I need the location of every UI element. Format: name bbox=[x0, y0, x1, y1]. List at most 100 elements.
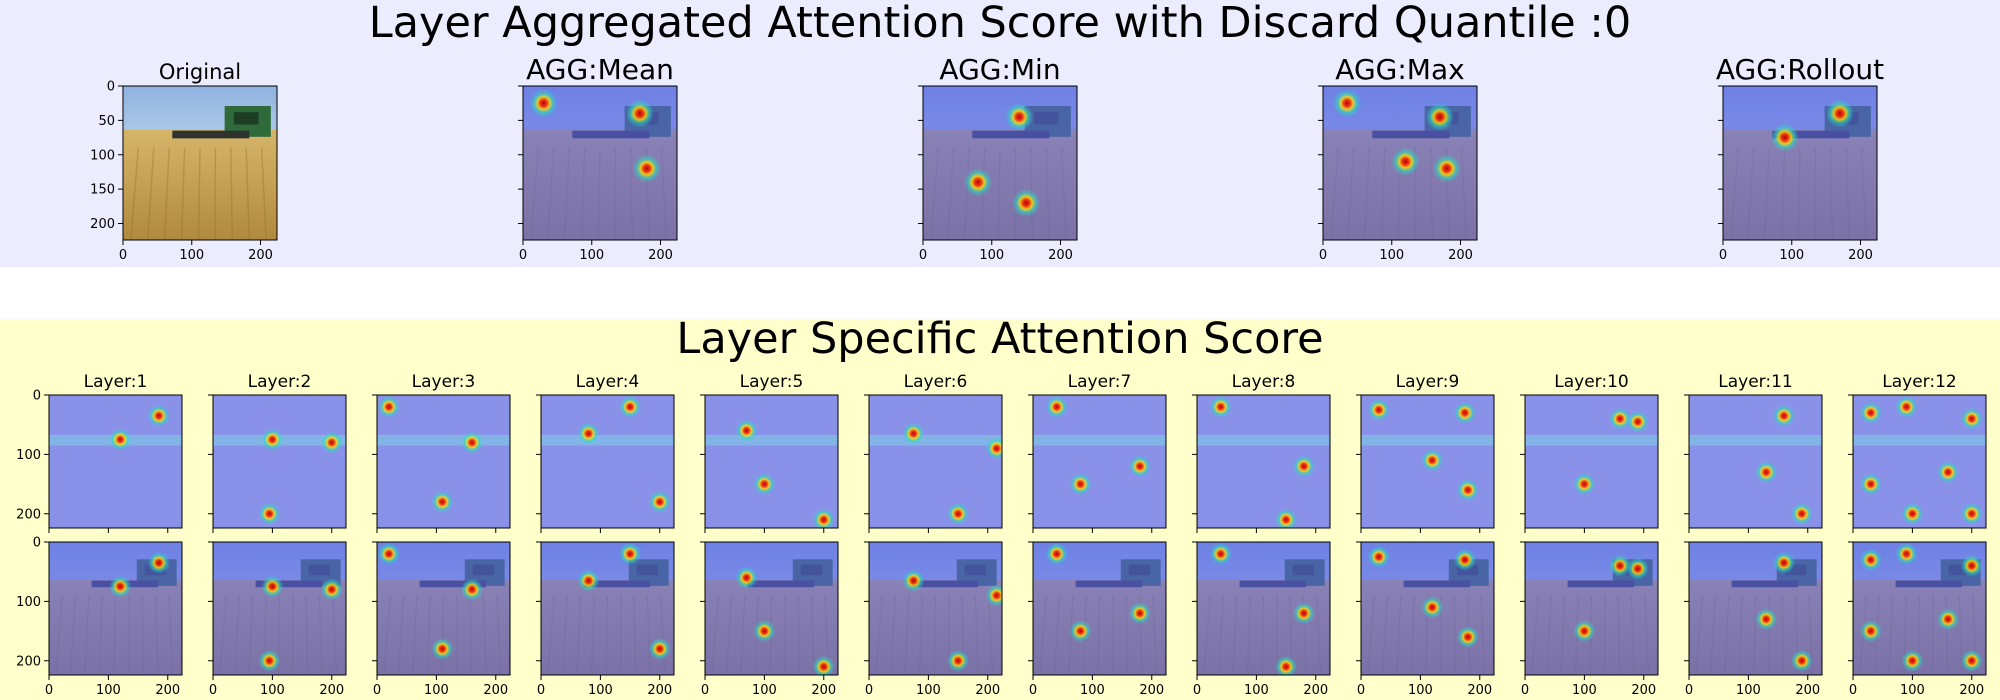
panel-title-layer-10: Layer:10 bbox=[1554, 372, 1628, 392]
x-tick-label: 100 bbox=[260, 683, 285, 698]
axes-frame bbox=[212, 541, 347, 676]
y-tick-label: 0 bbox=[33, 536, 41, 551]
axes-frame bbox=[1032, 541, 1167, 676]
attention-hotspot bbox=[1453, 401, 1476, 424]
x-tick-label: 0 bbox=[919, 248, 927, 263]
axes-frame bbox=[1360, 541, 1495, 676]
axes-frame bbox=[122, 85, 278, 241]
x-tick-label: 100 bbox=[752, 683, 777, 698]
axes-frame bbox=[868, 394, 1003, 529]
attention-hotspot bbox=[377, 542, 400, 565]
panel-title-agg-min: AGG:Min bbox=[939, 53, 1060, 86]
attention-map-layer-5 bbox=[705, 395, 838, 528]
attention-hotspot bbox=[1128, 455, 1151, 478]
panel-title-layer-1: Layer:1 bbox=[84, 372, 148, 392]
attention-hotspot bbox=[147, 551, 170, 574]
x-tick-label: 0 bbox=[119, 248, 127, 263]
attention-hotspot bbox=[1421, 596, 1444, 619]
panel-title-layer-6: Layer:6 bbox=[904, 372, 968, 392]
heatmap-agg-min bbox=[923, 86, 1077, 240]
attention-hotspot bbox=[735, 566, 758, 589]
x-tick-label: 100 bbox=[1379, 248, 1404, 263]
x-tick-label: 200 bbox=[155, 683, 180, 698]
attention-overlay-layer-12 bbox=[1853, 542, 1986, 675]
attention-hotspot bbox=[431, 637, 454, 660]
x-tick-label: 0 bbox=[1521, 683, 1529, 698]
attention-hotspot bbox=[1626, 410, 1649, 433]
x-tick-label: 0 bbox=[519, 248, 527, 263]
attention-hotspot bbox=[1045, 395, 1068, 418]
attention-hotspot bbox=[947, 502, 970, 525]
attention-map-layer-9 bbox=[1361, 395, 1494, 528]
axes-frame bbox=[868, 541, 1003, 676]
attention-hotspot bbox=[1609, 554, 1631, 577]
y-tick-label: 200 bbox=[16, 507, 41, 522]
attention-hotspot bbox=[632, 154, 661, 183]
x-tick-label: 200 bbox=[647, 683, 672, 698]
attention-hotspot bbox=[1790, 502, 1813, 525]
attention-hotspot bbox=[1432, 154, 1461, 183]
attention-hotspot bbox=[1859, 473, 1882, 496]
x-tick-label: 0 bbox=[1029, 683, 1037, 698]
attention-hotspot bbox=[619, 395, 642, 418]
attention-hotspot bbox=[1209, 542, 1232, 565]
attention-map-layer-8 bbox=[1197, 395, 1330, 528]
x-tick-label: 100 bbox=[1572, 683, 1597, 698]
attention-overlay-layer-5 bbox=[705, 542, 838, 675]
attention-hotspot bbox=[1453, 548, 1476, 571]
axes-frame bbox=[1852, 394, 1987, 529]
attention-map-layer-6 bbox=[869, 395, 1002, 528]
attention-map-layer-2 bbox=[213, 395, 346, 528]
x-tick-label: 200 bbox=[1631, 683, 1656, 698]
attention-hotspot bbox=[529, 89, 558, 118]
attention-hotspot bbox=[1367, 545, 1390, 568]
x-tick-label: 0 bbox=[1849, 683, 1857, 698]
x-tick-label: 200 bbox=[811, 683, 836, 698]
axes-frame bbox=[1722, 85, 1878, 241]
panel-title-layer-7: Layer:7 bbox=[1068, 372, 1132, 392]
attention-hotspot bbox=[648, 637, 671, 660]
attention-hotspot bbox=[1901, 502, 1924, 525]
attention-hotspot bbox=[258, 649, 281, 672]
attention-hotspot bbox=[1456, 626, 1479, 648]
x-tick-label: 200 bbox=[1848, 248, 1873, 263]
axes-frame bbox=[1196, 394, 1331, 529]
attention-hotspot bbox=[985, 584, 1002, 607]
x-tick-label: 200 bbox=[1303, 683, 1328, 698]
x-tick-label: 100 bbox=[979, 248, 1004, 263]
axes-frame bbox=[48, 394, 183, 529]
attention-map-layer-3 bbox=[377, 395, 510, 528]
attention-hotspot bbox=[1425, 102, 1454, 131]
attention-hotspot bbox=[1367, 398, 1390, 421]
axes-frame bbox=[1688, 394, 1823, 529]
attention-hotspot bbox=[1275, 655, 1298, 675]
panel-title-layer-4: Layer:4 bbox=[576, 372, 640, 392]
panel-title-layer-5: Layer:5 bbox=[740, 372, 804, 392]
attention-overlay-layer-2 bbox=[213, 542, 346, 675]
panel-title-agg-max: AGG:Max bbox=[1335, 53, 1464, 86]
attention-hotspot bbox=[902, 569, 925, 592]
axes-frame bbox=[1688, 541, 1823, 676]
attention-hotspot bbox=[1421, 449, 1444, 472]
x-tick-label: 200 bbox=[248, 248, 273, 263]
attention-hotspot bbox=[1859, 548, 1882, 571]
x-tick-label: 200 bbox=[1467, 683, 1492, 698]
attention-hotspot bbox=[1790, 649, 1813, 672]
panel-title-layer-2: Layer:2 bbox=[248, 372, 312, 392]
attention-map-layer-7 bbox=[1033, 395, 1166, 528]
axes-frame bbox=[1032, 394, 1167, 529]
axes-frame bbox=[376, 541, 511, 676]
attention-hotspot bbox=[1573, 620, 1596, 643]
attention-hotspot bbox=[1770, 123, 1799, 152]
x-tick-label: 0 bbox=[1719, 248, 1727, 263]
axes-frame bbox=[1196, 541, 1331, 676]
x-tick-label: 100 bbox=[96, 683, 121, 698]
x-tick-label: 100 bbox=[1900, 683, 1925, 698]
attention-hotspot bbox=[964, 168, 992, 197]
attention-hotspot bbox=[625, 99, 654, 128]
x-tick-label: 0 bbox=[45, 683, 53, 698]
attention-hotspot bbox=[1069, 620, 1092, 643]
y-tick-label: 150 bbox=[90, 183, 115, 198]
axes-frame bbox=[704, 394, 839, 529]
y-tick-label: 100 bbox=[16, 595, 41, 610]
